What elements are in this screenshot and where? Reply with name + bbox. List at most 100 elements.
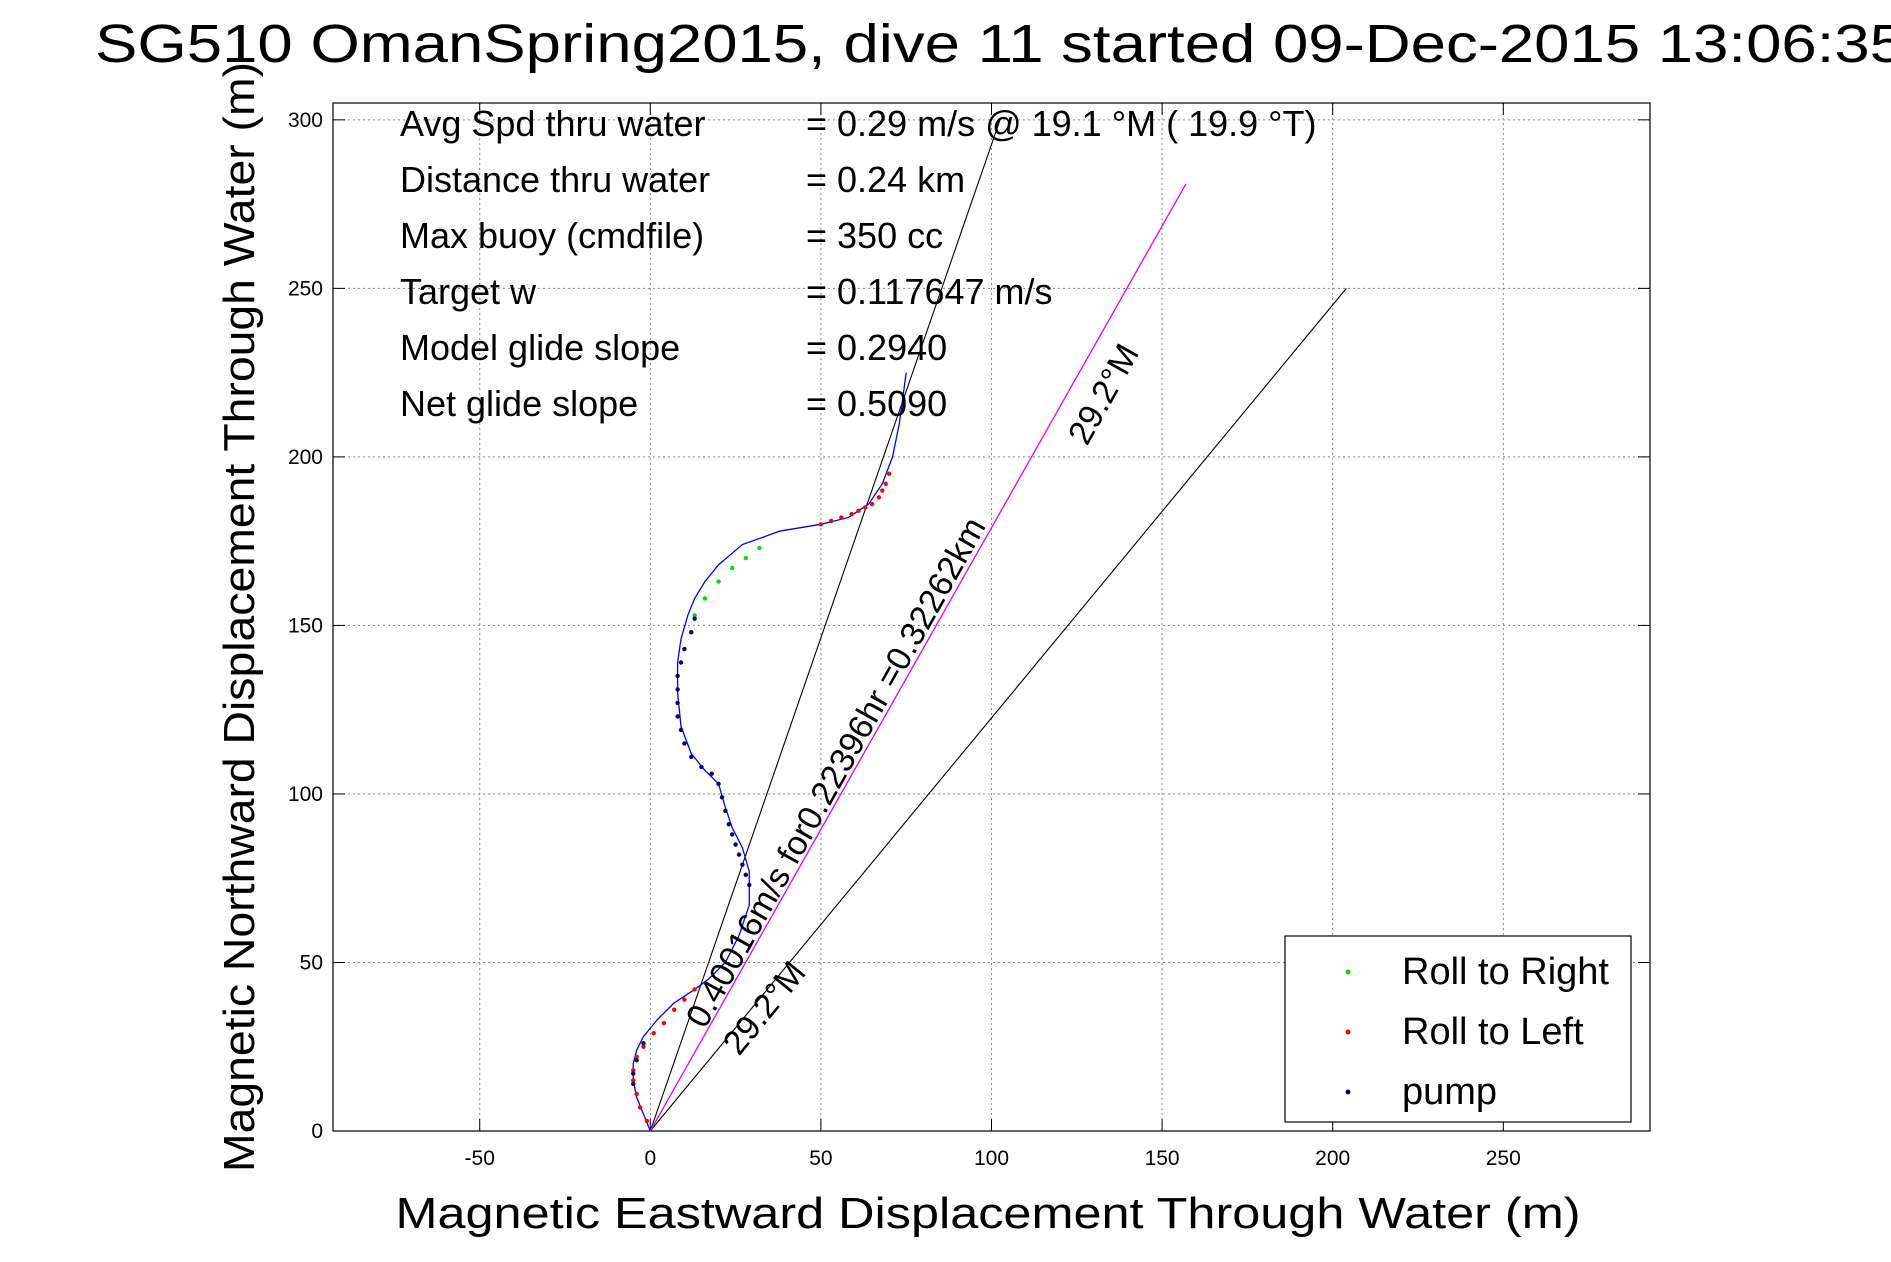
- stat-value: = 0.24 km: [806, 159, 965, 200]
- stat-value: = 0.5090: [806, 383, 947, 424]
- roll-left-point: [661, 1020, 667, 1026]
- roll-right-point: [757, 545, 762, 551]
- chart-title: SG510 OmanSpring2015, dive 11 started 09…: [95, 14, 1891, 74]
- dive-track: [632, 372, 907, 1132]
- pump-point: [689, 629, 694, 635]
- y-tick-label: 100: [288, 783, 323, 806]
- pump-point: [682, 646, 687, 652]
- roll-left-point: [828, 518, 834, 524]
- stat-label: Avg Spd thru water: [400, 103, 706, 144]
- heading-line: [649, 183, 1187, 1132]
- roll-left-point: [651, 1031, 656, 1036]
- x-tick-label: 200: [1315, 1147, 1350, 1170]
- stat-label: Model glide slope: [400, 327, 680, 368]
- pump-point: [716, 781, 721, 787]
- pump-point: [631, 1081, 636, 1087]
- x-tick-label: 50: [809, 1147, 832, 1170]
- roll-right-point: [702, 596, 708, 601]
- pump-point: [682, 741, 687, 746]
- y-tick-label: 50: [300, 951, 323, 974]
- roll-left-point: [692, 987, 697, 992]
- y-axis-label: Magnetic Northward Displacement Through …: [215, 62, 264, 1172]
- stat-label: Target w: [400, 271, 537, 312]
- pump-point: [733, 842, 738, 847]
- pump-point: [723, 808, 728, 814]
- roll-left-point: [880, 488, 885, 493]
- roll-right-point: [743, 555, 749, 561]
- heading-line: [649, 288, 1347, 1132]
- pump-point: [675, 687, 680, 692]
- roll-left-point: [849, 512, 854, 517]
- roll-right-point: [729, 565, 735, 571]
- x-tick-label: 100: [974, 1147, 1009, 1170]
- pump-point: [709, 771, 714, 776]
- y-tick-label: 200: [288, 446, 323, 469]
- roll-left-point: [634, 1091, 639, 1097]
- legend-entries: Roll to Right Roll to Left pump: [1345, 951, 1609, 1113]
- pump-point: [743, 872, 749, 878]
- legend-label: Roll to Left: [1402, 1011, 1584, 1053]
- track-line: [632, 372, 907, 1132]
- roll-left-point: [818, 522, 824, 527]
- y-tick-label: 150: [288, 614, 323, 637]
- legend-box: [1284, 935, 1632, 1123]
- pump-point: [719, 795, 725, 800]
- roll-right-point: [716, 579, 721, 584]
- pump-point: [631, 1071, 636, 1076]
- roll-left-point: [637, 1105, 643, 1110]
- x-axis-label: Magnetic Eastward Displacement Through W…: [396, 1189, 1581, 1238]
- stat-label: Distance thru water: [400, 159, 710, 200]
- pump-point: [678, 727, 684, 733]
- stat-value: = 0.2940: [806, 327, 947, 368]
- roll-left-point: [883, 481, 888, 487]
- pump-point: [736, 852, 742, 857]
- pump-point: [692, 616, 697, 621]
- roll-left-point: [644, 1118, 650, 1124]
- pump-point: [726, 822, 731, 827]
- y-tick-label: 300: [288, 109, 323, 132]
- track-markers: [631, 471, 892, 1124]
- axis-ticks: -50 0 50 100 150 200 250 0 50 100 150 200 250 300: [288, 103, 1650, 1170]
- roll-left-point: [876, 495, 882, 500]
- legend-label: pump: [1402, 1071, 1497, 1113]
- stat-label: Max buoy (cmdfile): [400, 215, 704, 256]
- pump-point: [634, 1058, 639, 1063]
- y-tick-label: 0: [311, 1120, 323, 1143]
- pump-point: [699, 764, 704, 770]
- legend: Roll to Right Roll to Left pump: [1284, 935, 1632, 1123]
- pump-point: [740, 862, 745, 867]
- x-tick-label: -50: [465, 1147, 495, 1170]
- legend-marker: [1345, 1089, 1351, 1095]
- x-tick-label: 150: [1145, 1147, 1180, 1170]
- pump-point: [675, 714, 680, 719]
- roll-left-point: [671, 1007, 677, 1012]
- pump-point: [678, 660, 684, 665]
- roll-left-point: [863, 505, 868, 510]
- stat-value: = 0.117647 m/s: [806, 271, 1053, 312]
- pump-point: [641, 1041, 646, 1046]
- legend-label: Roll to Right: [1402, 951, 1609, 993]
- roll-left-point: [682, 997, 687, 1002]
- roll-left-point: [631, 1078, 636, 1083]
- roll-left-point: [869, 501, 875, 507]
- dive-stats: Avg Spd thru water = 0.29 m/s @ 19.1 °M (…: [400, 103, 1317, 424]
- pump-point: [747, 882, 752, 888]
- legend-marker: [1345, 1029, 1351, 1035]
- stat-label: Net glide slope: [400, 383, 638, 424]
- roll-left-point: [634, 1054, 639, 1060]
- y-tick-label: 250: [288, 277, 323, 300]
- roll-left-point: [839, 515, 844, 520]
- roll-left-point: [886, 471, 892, 476]
- reference-lines: [649, 119, 1347, 1132]
- stat-value: = 350 cc: [806, 215, 943, 256]
- roll-left-point: [641, 1044, 646, 1049]
- pump-point: [675, 700, 680, 706]
- pump-point: [675, 673, 680, 679]
- roll-right-point: [692, 613, 697, 618]
- stat-value: = 0.29 m/s @ 19.1 °M ( 19.9 °T): [806, 103, 1317, 144]
- pump-point: [729, 832, 735, 837]
- legend-marker: [1345, 969, 1351, 975]
- x-tick-label: 250: [1486, 1147, 1521, 1170]
- roll-left-point: [856, 508, 861, 514]
